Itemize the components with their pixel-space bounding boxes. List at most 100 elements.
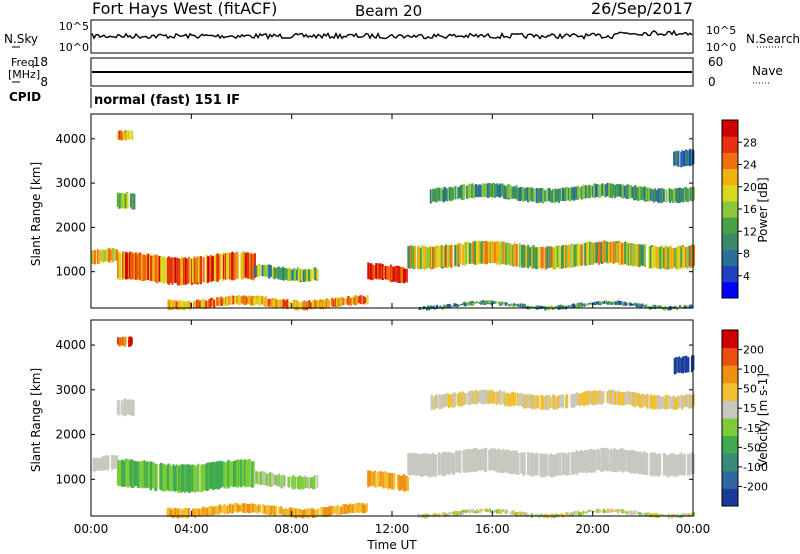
- velocity-cell: [143, 460, 146, 488]
- power-cell: [247, 253, 250, 279]
- velocity-cell: [445, 513, 448, 516]
- power-cell: [690, 188, 693, 201]
- power-cell: [296, 300, 299, 311]
- velocity-cell: [507, 449, 511, 472]
- velocity-cell: [438, 453, 441, 475]
- velocity-cell: [107, 457, 110, 469]
- power-cell: [175, 301, 178, 310]
- velocity-cell: [97, 458, 100, 471]
- power-cell: [491, 241, 494, 263]
- power-cell: [367, 262, 370, 280]
- power-cell: [638, 303, 641, 308]
- velocity-cell: [675, 356, 678, 374]
- power-cell: [494, 242, 497, 263]
- power-cell: [502, 302, 505, 304]
- power-cell: [278, 267, 281, 280]
- power-cell: [438, 189, 441, 202]
- power-cell: [263, 264, 266, 277]
- power-cell: [487, 183, 490, 198]
- power-cell: [91, 250, 94, 264]
- noise-left-label: N.Sky: [4, 32, 38, 46]
- velocity-cell: [515, 512, 518, 516]
- power-cell: [268, 299, 271, 305]
- velocity-cell: [286, 508, 290, 517]
- power-cell: [150, 256, 153, 280]
- velocity-cell: [489, 509, 492, 513]
- velocity-cell: [457, 450, 460, 473]
- power-cell: [661, 245, 664, 269]
- velocity-cell: [596, 508, 599, 513]
- velocity-cell: [643, 451, 646, 475]
- power-cell: [634, 304, 637, 307]
- power-cell: [470, 242, 473, 264]
- power-cell: [541, 247, 544, 268]
- power-cell: [599, 242, 602, 263]
- power-cell: [382, 265, 386, 279]
- power-cell: [264, 296, 267, 307]
- power-cell: [219, 254, 222, 280]
- velocity-cell: [406, 476, 409, 492]
- power-cell: [500, 301, 504, 304]
- power-cell: [308, 300, 311, 309]
- power-cbar-tick-label: 16: [743, 203, 757, 216]
- power-cell: [426, 247, 429, 269]
- power-cell: [144, 255, 147, 280]
- velocity-cell: [664, 454, 667, 475]
- velocity-cell: [582, 451, 585, 473]
- velocity-cell: [128, 337, 131, 347]
- power-cell: [583, 185, 586, 199]
- velocity-cell: [377, 471, 380, 487]
- velocity-cell: [426, 453, 429, 476]
- power-cell: [620, 301, 623, 305]
- velocity-cell: [194, 509, 197, 518]
- power-cell: [158, 256, 161, 282]
- power-cell: [586, 303, 589, 306]
- power-cell: [379, 263, 382, 280]
- power-cell: [509, 244, 512, 266]
- power-cell: [684, 247, 687, 268]
- velocity-cell: [563, 514, 566, 516]
- power-cell: [534, 247, 537, 269]
- power-cell: [660, 187, 663, 204]
- power-cell: [628, 186, 631, 199]
- velocity-cbar-tick-label: -200: [743, 480, 768, 493]
- power-cbar-tick-label: 8: [743, 248, 750, 261]
- power-cell: [529, 247, 532, 267]
- power-cell: [591, 243, 594, 265]
- velocity-cell: [93, 457, 96, 472]
- velocity-cell: [487, 389, 490, 405]
- velocity-cell: [545, 395, 548, 410]
- power-cell: [189, 302, 192, 309]
- velocity-cell: [526, 394, 529, 407]
- velocity-cell: [496, 449, 499, 473]
- power-cbar-swatch: [722, 200, 738, 218]
- power-cell: [189, 257, 192, 284]
- velocity-cell: [460, 510, 464, 513]
- velocity-cell: [422, 453, 425, 477]
- power-cell: [623, 301, 626, 306]
- velocity-cell: [133, 461, 136, 487]
- power-cell: [102, 249, 105, 263]
- power-cell: [160, 256, 163, 283]
- noise-sky-line: [91, 29, 693, 41]
- velocity-cell: [684, 394, 687, 407]
- power-ylabel: Slant Range [km]: [29, 162, 43, 266]
- power-cell: [154, 254, 157, 282]
- velocity-cell: [278, 474, 281, 486]
- power-cell: [577, 185, 580, 200]
- velocity-cell: [303, 509, 306, 518]
- power-cell: [615, 184, 619, 197]
- x-axis-label: Time UT: [366, 538, 417, 552]
- power-cell: [320, 300, 323, 308]
- velocity-cell: [203, 464, 206, 491]
- velocity-cell: [400, 476, 403, 491]
- velocity-cell: [304, 477, 307, 489]
- velocity-cell: [416, 453, 419, 475]
- nave-tick-top: 60: [708, 55, 723, 69]
- power-cell: [126, 193, 129, 209]
- x-tick-label: 00:00: [676, 522, 711, 536]
- velocity-cell: [588, 510, 591, 512]
- power-cell: [294, 269, 297, 281]
- power-cell: [404, 268, 407, 282]
